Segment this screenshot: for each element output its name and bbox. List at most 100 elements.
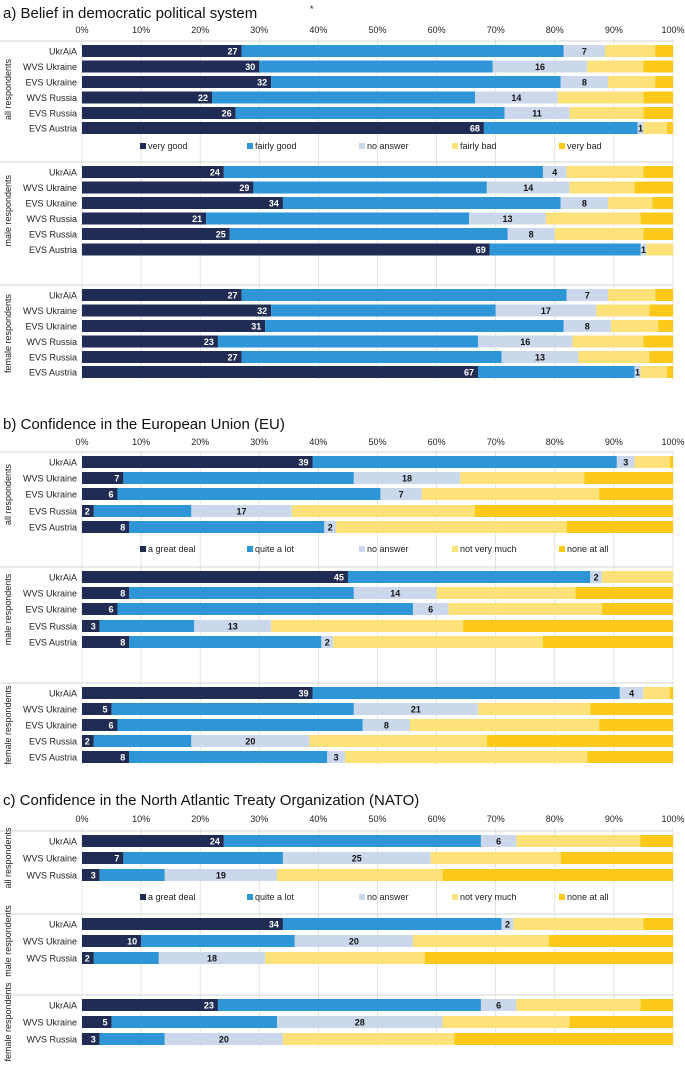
bar-segment — [312, 687, 620, 699]
x-tick-label: 80% — [546, 814, 564, 824]
bar-segment — [271, 76, 561, 88]
bar-segment — [436, 587, 576, 599]
bar-segment — [241, 351, 502, 363]
bar-segment — [111, 703, 354, 715]
bar-segment — [164, 869, 278, 881]
bar-segment — [475, 505, 673, 517]
bar-segment — [327, 751, 345, 763]
bar-segment — [82, 197, 283, 209]
data-label: 13 — [228, 622, 238, 632]
data-label: 2 — [594, 573, 599, 583]
x-tick-label: 60% — [428, 814, 446, 824]
data-label: 2 — [328, 523, 333, 533]
data-label: 26 — [222, 109, 232, 119]
data-label: 32 — [257, 78, 267, 88]
bar-segment — [492, 60, 588, 73]
bar-segment — [82, 289, 242, 301]
x-tick-label: 30% — [250, 814, 268, 824]
bar-segment — [619, 687, 644, 699]
bar-segment — [99, 869, 165, 881]
data-label: 34 — [269, 199, 279, 209]
bar-segment — [191, 735, 310, 747]
bar-segment — [667, 366, 673, 378]
bar-segment — [82, 1033, 100, 1045]
legend-entry: very good — [148, 141, 188, 151]
row-label: UkrAiA — [49, 458, 77, 468]
data-label: 3 — [91, 871, 96, 881]
bar-segment — [652, 197, 673, 209]
bar-segment — [282, 852, 431, 864]
x-tick-label: 0% — [75, 437, 88, 447]
x-tick-label: 30% — [250, 437, 268, 447]
bar-segment — [670, 456, 673, 468]
bar-segment — [545, 212, 641, 225]
bar-segment — [277, 869, 443, 881]
data-label: 69 — [476, 245, 486, 255]
bar-segment — [82, 45, 242, 57]
bar-segment — [643, 91, 673, 104]
x-tick-label: 60% — [428, 25, 446, 35]
row-label: EVS Ukraine — [25, 721, 77, 731]
data-label: 30 — [245, 62, 255, 72]
row-label: UkrAiA — [49, 1001, 77, 1011]
legend-entry: quite a lot — [255, 544, 295, 554]
row-label: WVS Ukraine — [23, 306, 77, 316]
data-label: 5 — [103, 1018, 108, 1028]
legend-swatch — [359, 546, 365, 552]
data-label: 3 — [91, 1035, 96, 1045]
bar-segment — [643, 107, 673, 119]
bar-segment — [575, 587, 673, 599]
x-tick-label: 30% — [250, 25, 268, 35]
row-label: EVS Russia — [29, 353, 77, 363]
bar-segment — [480, 999, 517, 1011]
x-tick-label: 90% — [605, 814, 623, 824]
bar-segment — [563, 320, 611, 332]
bar-segment — [486, 735, 673, 747]
bar-segment — [602, 571, 673, 583]
group-label: all respondents — [3, 58, 13, 120]
legend-swatch — [559, 894, 565, 900]
chart-title: a) Belief in democratic political system — [3, 5, 257, 22]
data-label: 2 — [85, 507, 90, 517]
legend-entry: none at all — [567, 544, 609, 554]
x-tick-label: 100% — [661, 25, 684, 35]
data-label: 5 — [103, 705, 108, 715]
row-label: UkrAiA — [49, 168, 77, 178]
row-label: EVS Austria — [29, 753, 77, 763]
bar-segment — [82, 852, 124, 864]
bar-segment — [117, 488, 381, 500]
x-tick-label: 70% — [487, 437, 505, 447]
legend-entry: fairly bad — [460, 141, 497, 151]
bar-segment — [501, 918, 514, 930]
bar-segment — [253, 181, 487, 194]
x-tick-label: 10% — [132, 814, 150, 824]
bar-segment — [566, 521, 673, 533]
data-label: 3 — [91, 622, 96, 632]
bar-segment — [82, 320, 266, 332]
bar-segment — [324, 521, 337, 533]
data-label: 8 — [529, 230, 534, 240]
data-label: 27 — [228, 291, 238, 301]
data-label: 45 — [334, 573, 344, 583]
bar-segment — [117, 719, 363, 731]
bar-segment — [640, 366, 668, 378]
x-tick-label: 80% — [546, 437, 564, 447]
row-label: EVS Ukraine — [25, 199, 77, 209]
bar-segment — [82, 304, 272, 317]
data-label: 8 — [120, 523, 125, 533]
bar-segment — [640, 212, 673, 225]
data-label: 24 — [210, 837, 220, 847]
bar-segment — [554, 228, 644, 240]
bar-segment — [640, 999, 673, 1011]
bar-segment — [590, 571, 603, 583]
row-label: UkrAiA — [49, 920, 77, 930]
legend-entry: very bad — [567, 141, 602, 151]
legend-entry: none at all — [567, 892, 609, 902]
bar-segment — [658, 320, 673, 332]
data-label: 34 — [269, 920, 279, 930]
x-tick-label: 50% — [368, 437, 386, 447]
bar-segment — [336, 521, 567, 533]
bar-segment — [569, 1016, 673, 1028]
bar-segment — [643, 228, 673, 240]
bar-segment — [82, 122, 484, 134]
